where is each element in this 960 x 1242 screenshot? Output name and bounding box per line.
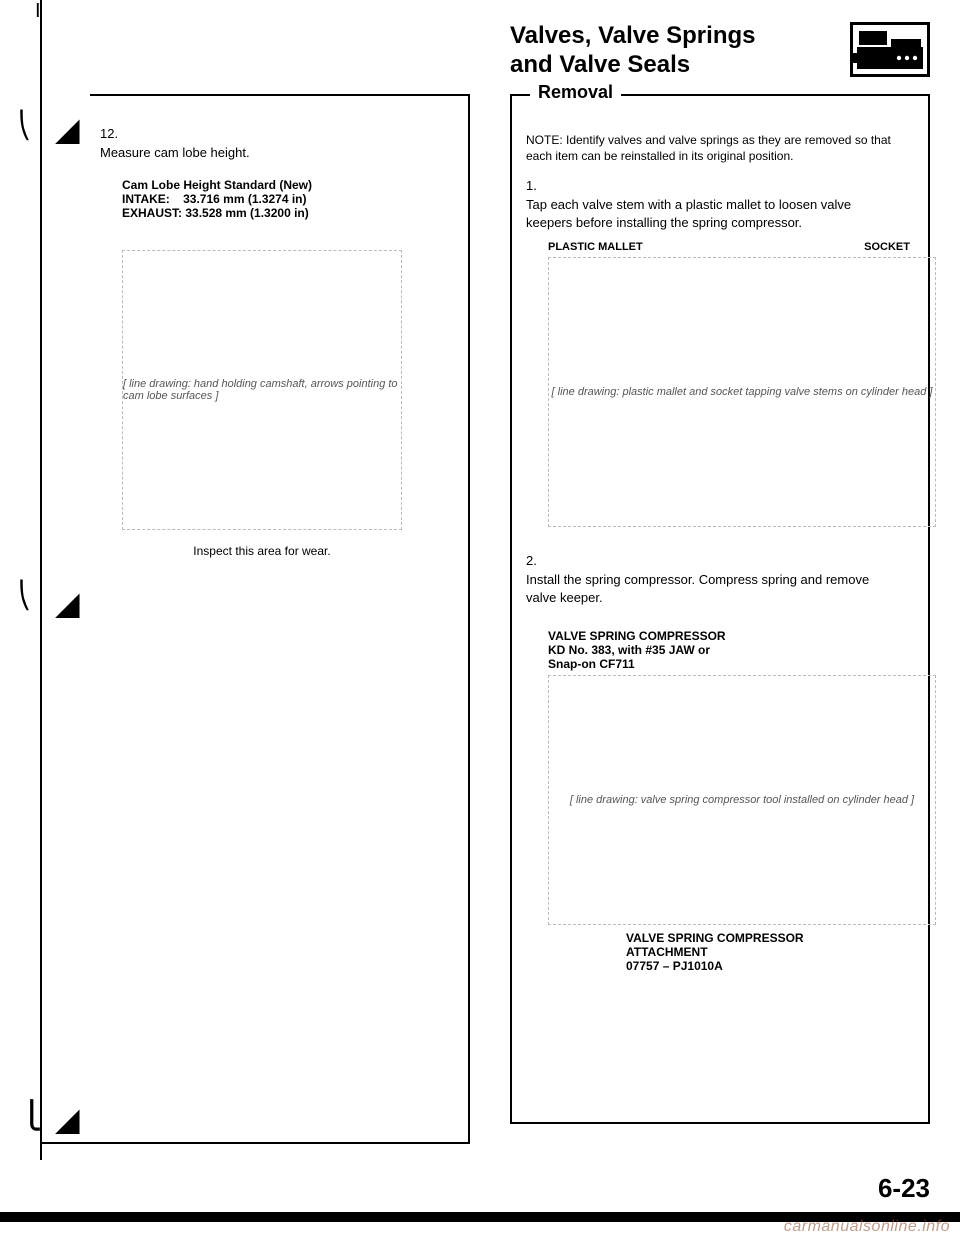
figure-alt: [ line drawing: plastic mallet and socke… xyxy=(552,386,933,398)
step-number: 2. xyxy=(526,553,548,568)
figure-mallet: [ line drawing: plastic mallet and socke… xyxy=(548,257,936,527)
step-text: Measure cam lobe height. xyxy=(100,144,432,162)
note-text: NOTE: Identify valves and valve springs … xyxy=(526,132,914,164)
two-column-layout: 12. Measure cam lobe height. Cam Lobe He… xyxy=(90,94,930,1144)
step-12: 12. Measure cam lobe height. Cam Lobe He… xyxy=(100,126,458,558)
title-line-1: Valves, Valve Springs xyxy=(510,22,755,49)
page-title: Valves, Valve Springs and Valve Seals xyxy=(510,22,840,80)
page: I ◢ ◢ ◢ ⎝ ⎝ ⎩ Valves, Valve Springs and … xyxy=(0,0,960,1242)
engine-icon xyxy=(850,22,930,77)
figure-alt: [ line drawing: valve spring compressor … xyxy=(570,794,914,806)
label-kd-number: KD No. 383, with #35 JAW or xyxy=(548,643,914,657)
step-number: 1. xyxy=(526,178,548,193)
step-2: 2. Install the spring compressor. Compre… xyxy=(526,553,914,606)
watermark: carmanualsonline.info xyxy=(784,1218,950,1236)
step-number: 12. xyxy=(100,126,122,141)
spec-title: Cam Lobe Height Standard (New) xyxy=(122,178,458,192)
binder-margin-line xyxy=(40,0,42,1160)
figure-alt: [ line drawing: hand holding camshaft, a… xyxy=(123,378,401,402)
figure-labels-top: PLASTIC MALLET SOCKET xyxy=(526,241,914,257)
title-line-2: and Valve Seals xyxy=(510,51,690,78)
figure-caption: Inspect this area for wear. xyxy=(122,544,402,558)
step-text: Tap each valve stem with a plastic malle… xyxy=(526,196,888,231)
spec-intake: INTAKE: 33.716 mm (1.3274 in) xyxy=(122,192,458,206)
page-number: 6-23 xyxy=(878,1173,930,1204)
left-column: 12. Measure cam lobe height. Cam Lobe He… xyxy=(90,94,470,1144)
figure-cam-lobe: [ line drawing: hand holding camshaft, a… xyxy=(122,250,402,530)
figure-compressor-labels-top: VALVE SPRING COMPRESSOR KD No. 383, with… xyxy=(548,629,914,671)
bracket-icon: ⎝ xyxy=(18,110,31,141)
label-socket: SOCKET xyxy=(864,241,910,253)
step-text: Install the spring compressor. Compress … xyxy=(526,571,888,606)
removal-box: Removal NOTE: Identify valves and valve … xyxy=(510,94,930,1124)
label-plastic-mallet: PLASTIC MALLET xyxy=(548,241,643,253)
label-snapon: Snap-on CF711 xyxy=(548,657,914,671)
label-part-number: 07757 – PJ1010A xyxy=(626,959,914,973)
bracket-icon: ⎝ xyxy=(18,580,31,611)
spec-exhaust: EXHAUST: 33.528 mm (1.3200 in) xyxy=(122,206,458,220)
figure-compressor: [ line drawing: valve spring compressor … xyxy=(548,675,936,925)
label-compressor-attachment-1: VALVE SPRING COMPRESSOR xyxy=(626,931,914,945)
figure-compressor-labels-bottom: VALVE SPRING COMPRESSOR ATTACHMENT 07757… xyxy=(626,931,914,973)
label-compressor-attachment-2: ATTACHMENT xyxy=(626,945,914,959)
bracket-icon: ⎩ xyxy=(22,1100,42,1131)
tick-mark: I xyxy=(35,0,41,23)
binder-wedge-icon: ◢ xyxy=(55,584,80,622)
right-column: Removal NOTE: Identify valves and valve … xyxy=(510,94,930,1144)
content-area: Valves, Valve Springs and Valve Seals xyxy=(90,22,930,1144)
label-compressor: VALVE SPRING COMPRESSOR xyxy=(548,629,914,643)
step-1: 1. Tap each valve stem with a plastic ma… xyxy=(526,178,914,231)
binder-wedge-icon: ◢ xyxy=(55,110,80,148)
section-label: Removal xyxy=(530,82,621,103)
binder-wedge-icon: ◢ xyxy=(55,1100,80,1138)
